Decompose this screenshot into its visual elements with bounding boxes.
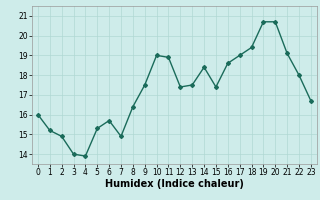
X-axis label: Humidex (Indice chaleur): Humidex (Indice chaleur): [105, 179, 244, 189]
